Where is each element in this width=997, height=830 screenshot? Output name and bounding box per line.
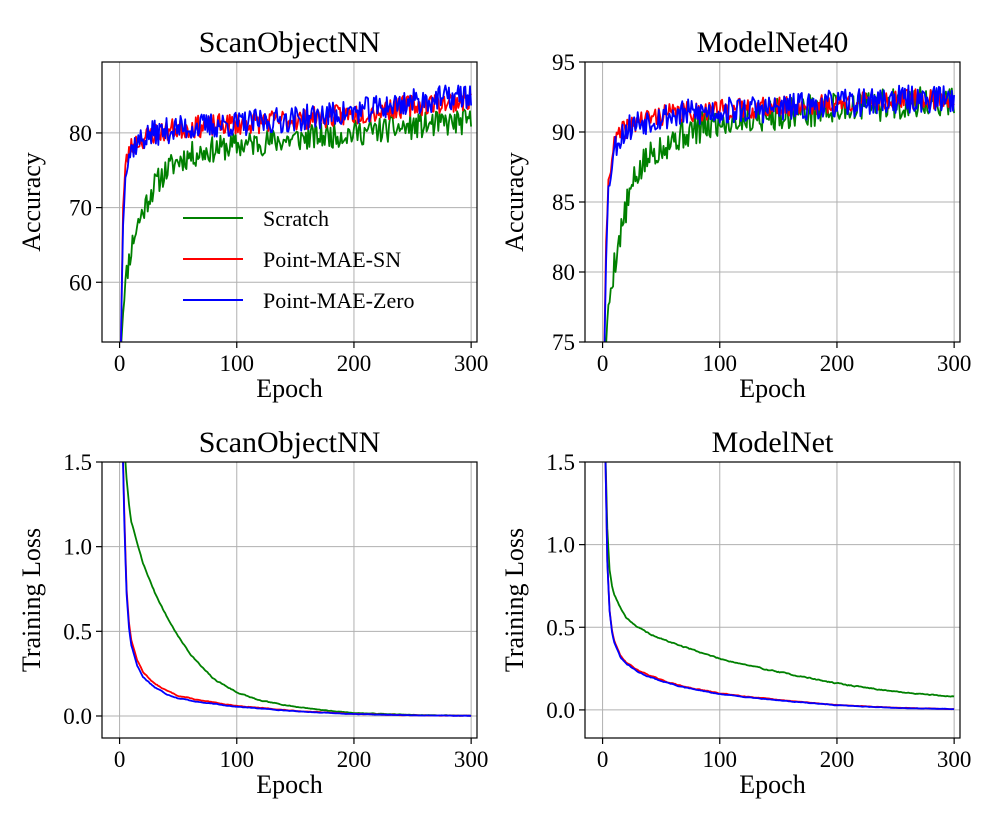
plot-frame — [101, 61, 478, 343]
y-tick-label: 80 — [552, 260, 575, 285]
y-axis-label: Accuracy — [17, 152, 46, 252]
chart-acc_scan: 0 100 200 300 60 70 80 ScanObjectNN Epoch Accurac… — [17, 26, 488, 403]
x-axis-label: Epoch — [739, 374, 805, 403]
y-tick-label: 0.0 — [63, 704, 92, 729]
series-line-point-mae-sn — [604, 462, 955, 711]
series-line-scratch — [120, 108, 472, 342]
x-axis-label: Epoch — [739, 770, 805, 799]
x-tick-label: 300 — [937, 351, 972, 376]
y-tick-label: 1.5 — [546, 450, 575, 475]
chart-loss_scan: 0 100 200 300 0.0 0.5 1.0 1.5 ScanObjectNN Epoch T… — [17, 426, 489, 799]
legend: Scratch Point-MAE-SN Point-MAE-Zero — [183, 206, 415, 313]
y-tick-label: 75 — [552, 330, 575, 355]
chart-title: ModelNet40 — [697, 26, 849, 59]
x-tick-label: 100 — [703, 351, 738, 376]
y-axis-label: Training Loss — [17, 528, 46, 672]
chart-acc_model: 0 100 200 300 75 80 85 90 95 ModelNet40 Epoch Accur… — [500, 26, 971, 403]
y-tick-label: 1.0 — [63, 535, 92, 560]
y-tick-label: 0.5 — [546, 615, 575, 640]
y-tick-label: 0.5 — [63, 619, 92, 644]
x-tick-label: 200 — [337, 351, 372, 376]
x-tick-label: 200 — [820, 747, 855, 772]
x-tick-label: 0 — [597, 747, 609, 772]
series-line-point-mae-zero — [603, 84, 955, 342]
y-tick-label: 1.0 — [546, 533, 575, 558]
y-axis-label: Training Loss — [500, 528, 529, 672]
x-axis-label: Epoch — [256, 374, 322, 403]
plot-frame — [101, 461, 478, 739]
x-tick-label: 100 — [220, 747, 255, 772]
y-tick-label: 70 — [69, 196, 92, 221]
x-axis-label: Epoch — [256, 770, 322, 799]
legend-label: Scratch — [263, 206, 329, 231]
series-line-point-mae-sn — [603, 87, 955, 342]
chart-title: ScanObjectNN — [199, 26, 381, 59]
x-tick-label: 100 — [703, 747, 738, 772]
series-line-point-mae-zero — [120, 84, 472, 342]
series-line-point-mae-zero — [122, 462, 472, 717]
y-tick-label: 90 — [552, 120, 575, 145]
legend-label: Point-MAE-SN — [263, 247, 401, 272]
chart-loss_model: 0 100 200 300 0.0 0.5 1.0 1.5 ModelNet Epoch Train… — [500, 426, 971, 799]
x-tick-label: 300 — [454, 747, 489, 772]
chart-title: ModelNet — [712, 426, 834, 459]
y-tick-label: 1.5 — [63, 450, 92, 475]
x-tick-label: 200 — [337, 747, 372, 772]
series-line-point-mae-zero — [604, 462, 955, 711]
x-tick-label: 300 — [937, 747, 972, 772]
x-tick-label: 0 — [114, 351, 126, 376]
x-tick-label: 300 — [454, 351, 489, 376]
legend-label: Point-MAE-Zero — [263, 288, 415, 313]
series-line-scratch — [604, 462, 955, 698]
y-tick-label: 85 — [552, 190, 575, 215]
x-tick-label: 0 — [597, 351, 609, 376]
plot-frame — [584, 461, 961, 739]
y-tick-label: 80 — [69, 121, 92, 146]
chart-title: ScanObjectNN — [199, 426, 381, 459]
y-tick-label: 0.0 — [546, 698, 575, 723]
y-tick-label: 95 — [552, 50, 575, 75]
y-tick-label: 60 — [69, 270, 92, 295]
x-tick-label: 0 — [114, 747, 126, 772]
x-tick-label: 100 — [220, 351, 255, 376]
y-axis-label: Accuracy — [500, 152, 529, 252]
x-tick-label: 200 — [820, 351, 855, 376]
